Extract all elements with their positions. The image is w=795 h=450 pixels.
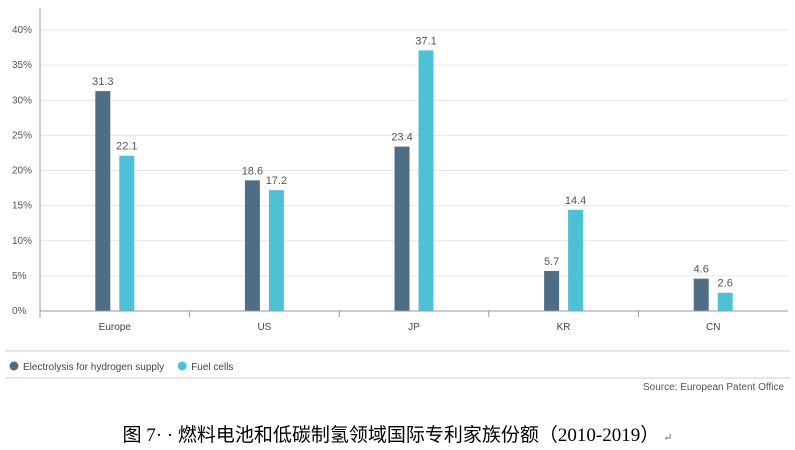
data-label: 18.6	[242, 165, 263, 177]
y-tick-label: 0%	[12, 306, 27, 317]
bar	[95, 91, 111, 312]
x-axis: Europe US JP KR CN	[40, 310, 788, 333]
bar	[717, 292, 733, 311]
bar	[394, 146, 410, 311]
y-axis: 0% 5% 10% 15% 20% 25% 30% 35% 40%	[12, 8, 41, 318]
source-note: Source: European Patent Office	[643, 382, 784, 393]
y-tick-label: 30%	[12, 95, 32, 106]
data-label: 22.1	[116, 141, 137, 153]
bar	[119, 155, 135, 311]
bar	[418, 50, 434, 312]
y-tick-label: 10%	[12, 236, 32, 247]
y-tick-label: 5%	[12, 271, 27, 282]
x-tick-label: Europe	[99, 322, 132, 333]
paragraph-mark: ↵	[663, 432, 673, 444]
data-label: 4.6	[694, 264, 709, 276]
bar-chart: 0% 5% 10% 15% 20% 25% 30% 35% 40% 31.3 22.1 18.617…	[5, 8, 790, 393]
y-tick-label: 15%	[12, 201, 32, 212]
bars: 31.3 22.1 18.617.2 23.4 37.1 5.7 14.4 4.6 2.6	[92, 35, 733, 312]
y-tick-label: 20%	[12, 166, 32, 177]
bar	[544, 270, 560, 311]
data-label: 37.1	[415, 35, 436, 47]
data-label: 14.4	[565, 195, 586, 207]
figure-caption: 图 7· · 燃料电池和低碳制氢领域国际专利家族份额（2010-2019） ↵	[0, 420, 795, 447]
legend: Electrolysis for hydrogen supply Fuel cel…	[5, 350, 790, 379]
grid	[40, 29, 788, 277]
bar	[568, 209, 584, 311]
x-tick-label: US	[257, 322, 271, 333]
y-tick-label: 40%	[12, 25, 32, 36]
bar	[244, 180, 260, 311]
y-tick-label: 25%	[12, 130, 32, 141]
x-tick-label: KR	[557, 322, 571, 333]
data-label: 2.6	[718, 278, 733, 290]
x-tick-label: JP	[408, 322, 420, 333]
data-label: 5.7	[544, 256, 559, 268]
bar	[268, 190, 284, 311]
bar	[693, 278, 709, 311]
x-tick-label: CN	[706, 322, 720, 333]
chart: 0% 5% 10% 15% 20% 25% 30% 35% 40% 31.3 22.1 18.6 17…	[5, 8, 790, 393]
legend-label: Electrolysis for hydrogen supply	[23, 362, 164, 373]
data-label: 23.4	[391, 132, 412, 144]
y-tick-label: 35%	[12, 60, 32, 71]
data-label: 17.2	[266, 175, 287, 187]
caption-text: 图 7· · 燃料电池和低碳制氢领域国际专利家族份额（2010-2019）	[122, 425, 660, 446]
legend-marker	[177, 361, 187, 371]
legend-marker	[9, 361, 19, 371]
data-label: 31.3	[92, 76, 113, 88]
legend-label: Fuel cells	[191, 362, 233, 373]
